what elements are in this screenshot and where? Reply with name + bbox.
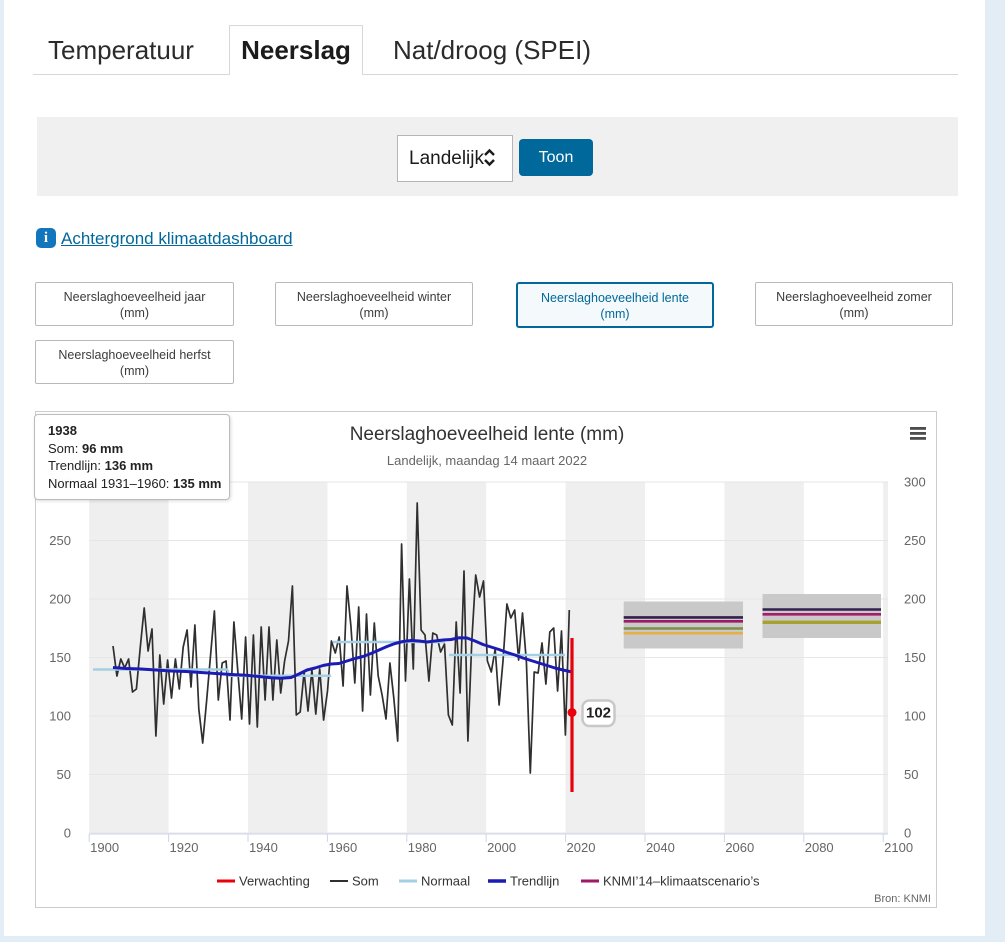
svg-text:Normaal: Normaal bbox=[421, 874, 470, 889]
svg-text:1920: 1920 bbox=[170, 840, 199, 855]
svg-text:1960: 1960 bbox=[328, 840, 357, 855]
svg-text:Verwachting: Verwachting bbox=[239, 874, 310, 889]
svg-text:0: 0 bbox=[904, 826, 911, 841]
svg-text:2100: 2100 bbox=[884, 840, 913, 855]
svg-text:Neerslaghoeveelheid lente (mm): Neerslaghoeveelheid lente (mm) bbox=[350, 424, 625, 445]
svg-text:102: 102 bbox=[586, 705, 611, 722]
svg-text:250: 250 bbox=[49, 533, 71, 548]
svg-text:100: 100 bbox=[904, 709, 926, 724]
svg-text:Trendlijn: Trendlijn bbox=[510, 874, 559, 889]
svg-text:50: 50 bbox=[57, 767, 71, 782]
svg-text:150: 150 bbox=[49, 650, 71, 665]
svg-text:50: 50 bbox=[904, 767, 918, 782]
svg-text:1900: 1900 bbox=[90, 840, 119, 855]
svg-text:200: 200 bbox=[904, 592, 926, 607]
svg-text:2040: 2040 bbox=[646, 840, 675, 855]
svg-text:200: 200 bbox=[49, 592, 71, 607]
svg-text:250: 250 bbox=[904, 533, 926, 548]
svg-text:300: 300 bbox=[904, 475, 926, 490]
svg-text:1980: 1980 bbox=[408, 840, 437, 855]
svg-text:Som: Som bbox=[352, 874, 379, 889]
svg-text:2000: 2000 bbox=[487, 840, 516, 855]
svg-text:150: 150 bbox=[904, 650, 926, 665]
svg-text:Landelijk, maandag 14 maart 20: Landelijk, maandag 14 maart 2022 bbox=[387, 453, 587, 468]
svg-text:1940: 1940 bbox=[249, 840, 278, 855]
svg-text:KNMI’14–klimaatscenario’s: KNMI’14–klimaatscenario’s bbox=[603, 874, 760, 889]
svg-text:100: 100 bbox=[49, 709, 71, 724]
svg-text:0: 0 bbox=[64, 826, 71, 841]
svg-text:2080: 2080 bbox=[805, 840, 834, 855]
svg-text:2020: 2020 bbox=[567, 840, 596, 855]
svg-text:2060: 2060 bbox=[725, 840, 754, 855]
svg-text:Bron: KNMI: Bron: KNMI bbox=[874, 893, 931, 905]
